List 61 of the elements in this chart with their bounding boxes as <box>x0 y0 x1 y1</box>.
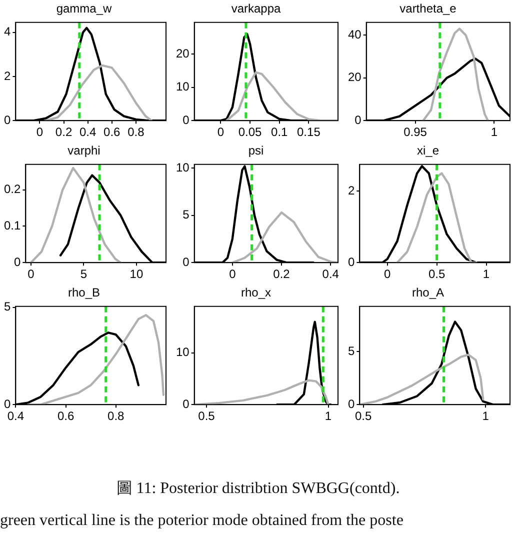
x-tick-label: 0 <box>229 267 236 282</box>
y-tick-label: 0 <box>354 112 362 127</box>
y-tick-label: 0 <box>4 112 11 127</box>
y-tick-label: 20 <box>176 46 190 60</box>
y-tick-label: 5 <box>348 344 355 358</box>
x-tick-label: 0.6 <box>104 125 121 140</box>
x-tick-label: 0 <box>28 267 35 282</box>
chart-title: rho_x <box>240 286 272 300</box>
x-tick-label: 0.2 <box>55 125 72 140</box>
y-tick-label: 10 <box>176 80 190 94</box>
caption: 圖 11: Posterior distribtion SWBGG(contd). <box>115 479 401 499</box>
x-tick-label: 1 <box>482 409 490 424</box>
y-tick-label: 0 <box>348 254 355 269</box>
y-tick-label: 2 <box>348 183 355 198</box>
x-tick-label: 0 <box>217 125 224 140</box>
x-tick-label: 0.4 <box>7 409 24 424</box>
chart-title: xi_e <box>416 144 440 158</box>
x-tick-label: 1 <box>482 267 490 282</box>
x-tick-label: 0.5 <box>428 267 446 282</box>
y-tick-label: 10 <box>176 345 190 360</box>
y-tick-label: 4 <box>4 24 11 39</box>
y-tick-label: 10 <box>176 160 190 174</box>
y-tick-label: 0 <box>4 396 11 411</box>
chart-title: rho_A <box>412 286 444 300</box>
x-tick-label: 0.8 <box>108 409 125 424</box>
chart-title: vartheta_e <box>400 2 457 16</box>
y-tick-label: 0 <box>182 396 190 411</box>
y-tick-label: 0.2 <box>4 182 21 196</box>
x-tick-label: 1 <box>490 125 498 140</box>
x-tick-label: 0.4 <box>79 125 96 140</box>
chart-title: varphi <box>68 144 100 158</box>
chart-title: gamma_w <box>56 2 112 16</box>
x-tick-label: 0.15 <box>297 125 321 140</box>
y-tick-label: 5 <box>182 208 190 222</box>
y-tick-label: 0.1 <box>4 218 21 233</box>
y-tick-label: 20 <box>348 70 362 84</box>
x-tick-label: 0.1 <box>271 125 288 140</box>
chart-title: varkappa <box>231 2 282 16</box>
x-tick-label: 0.05 <box>238 125 262 140</box>
x-tick-label: 10 <box>130 267 144 282</box>
x-tick-label: 0.8 <box>128 125 145 140</box>
x-tick-label: 0 <box>384 267 392 282</box>
x-tick-label: 1 <box>324 409 332 424</box>
y-tick-label: 0 <box>14 254 21 269</box>
y-tick-label: 5 <box>4 300 11 314</box>
chart-title: psi <box>248 144 264 158</box>
x-tick-label: 0 <box>36 125 44 140</box>
y-tick-label: 0 <box>182 254 190 269</box>
x-tick-label: 0.5 <box>354 409 372 424</box>
y-tick-label: 2 <box>4 68 11 83</box>
x-tick-label: 0.6 <box>57 409 74 424</box>
y-tick-label: 0 <box>182 112 190 127</box>
x-tick-label: 0.5 <box>198 409 216 424</box>
y-tick-label: 0 <box>348 396 355 411</box>
x-tick-label: 0.2 <box>273 267 290 282</box>
x-tick-label: 5 <box>80 267 88 282</box>
chart-title: rho_B <box>68 286 100 300</box>
text: green vertical line is the poterior mode obtained from the poste <box>0 512 404 530</box>
y-tick-label: 40 <box>348 28 362 42</box>
x-tick-label: 0.95 <box>404 125 428 140</box>
x-tick-label: 0.4 <box>322 267 340 282</box>
